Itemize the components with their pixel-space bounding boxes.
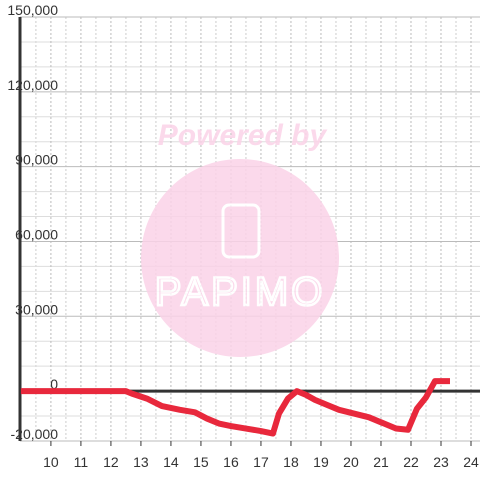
y-tick-label: 60,000	[15, 226, 58, 242]
line	[20, 378, 450, 437]
x-tick-label: 24	[463, 454, 479, 470]
x-tick-label: 23	[433, 454, 449, 470]
x-tick-label: 10	[43, 454, 59, 470]
y-tick-label: -20,000	[11, 426, 59, 442]
y-tick-label: 90,000	[15, 152, 58, 168]
y-tick-label: 30,000	[15, 301, 58, 317]
y-tick-label: 120,000	[7, 77, 58, 93]
x-tick-label: 22	[403, 454, 419, 470]
x-tick-label: 14	[163, 454, 179, 470]
watermark: Powered by PAPIMO	[141, 119, 339, 357]
watermark-logo: PAPIMO	[155, 270, 326, 314]
watermark-text: Powered by	[158, 119, 328, 152]
watermark-phone	[221, 203, 261, 259]
y-tick-label: 150,000	[7, 2, 58, 18]
x-tick-label: 16	[223, 454, 239, 470]
x-tick-label: 13	[133, 454, 149, 470]
x-tick-label: 17	[253, 454, 269, 470]
x-tick-label: 11	[74, 454, 89, 470]
x-tick-label: 19	[313, 454, 329, 470]
x-tick-label: 12	[103, 454, 119, 470]
x-tick-label: 20	[343, 454, 359, 470]
y-tick-label: 0	[50, 376, 58, 392]
x-tick-label: 21	[373, 454, 389, 470]
x-tick-label: 18	[283, 454, 299, 470]
x-tick-label: 15	[193, 454, 209, 470]
